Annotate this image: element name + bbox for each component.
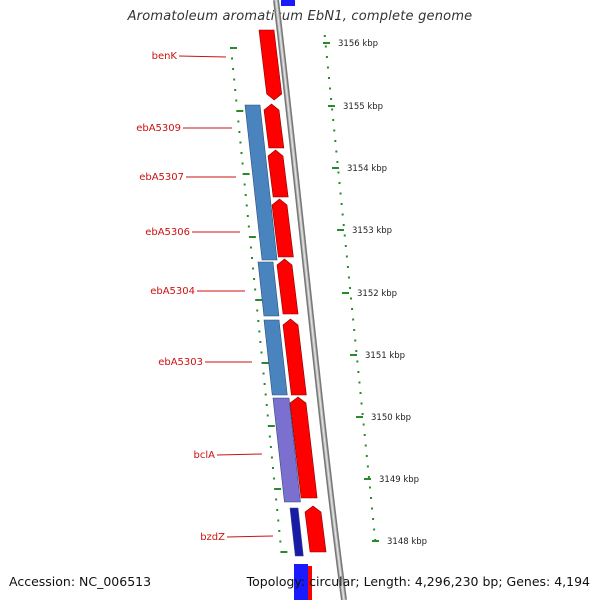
gene-label: benK [152, 51, 178, 62]
reverse-gene [244, 104, 278, 261]
forward-gene [276, 258, 299, 315]
kbp-label: 3155 kbp [343, 102, 383, 112]
kbp-label: 3152 kbp [357, 289, 397, 299]
gene-label: ebA5303 [158, 357, 203, 368]
gene-label: ebA5309 [136, 123, 181, 134]
forward-gene [304, 505, 327, 553]
gene-label: ebA5307 [139, 172, 184, 183]
inner-tick-ring [230, 47, 288, 553]
reverse-gene [263, 319, 288, 396]
map-title: Aromatoleum aromaticum EbN1, complete ge… [127, 9, 473, 24]
gene-leader-line [178, 55, 227, 58]
gene-label: ebA5304 [150, 286, 195, 297]
forward-gene [267, 149, 289, 198]
gene-label: bclA [194, 450, 216, 461]
gene-label: bzdZ [200, 532, 225, 543]
gene-leader-line [216, 453, 263, 456]
gene-label-layer: benK ebA5309 ebA5307 ebA5306 ebA5304 ebA5303 b… [136, 51, 274, 543]
forward-gene [263, 103, 285, 149]
reverse-gene [289, 507, 304, 557]
reverse-gene [294, 564, 308, 600]
gene-label: ebA5306 [145, 227, 190, 238]
reverse-gene [281, 0, 295, 6]
accession-text: Accession: NC_006513 [9, 574, 152, 589]
genome-backbone [273, 0, 347, 600]
gene-leader-line [226, 535, 274, 538]
outer-tick-ring [323, 35, 377, 541]
kbp-label: 3153 kbp [352, 226, 392, 236]
kbp-label: 3149 kbp [379, 475, 419, 485]
kbp-label: 3150 kbp [371, 413, 411, 423]
reverse-gene [272, 397, 301, 503]
kbp-label: 3154 kbp [347, 164, 387, 174]
kbp-label: 3156 kbp [338, 39, 378, 49]
kbp-label: 3148 kbp [387, 537, 427, 547]
forward-gene [271, 198, 294, 258]
forward-gene [258, 29, 283, 101]
kbp-label: 3151 kbp [365, 351, 405, 361]
gene-track [244, 0, 327, 600]
topology-text: Topology: circular; Length: 4,296,230 bp… [246, 574, 590, 589]
forward-gene [289, 396, 318, 499]
kbp-label-layer: 3156 kbp 3155 kbp 3154 kbp 3153 kbp 3152 kbp… [323, 39, 427, 547]
forward-gene [282, 318, 307, 396]
reverse-gene [257, 261, 280, 317]
